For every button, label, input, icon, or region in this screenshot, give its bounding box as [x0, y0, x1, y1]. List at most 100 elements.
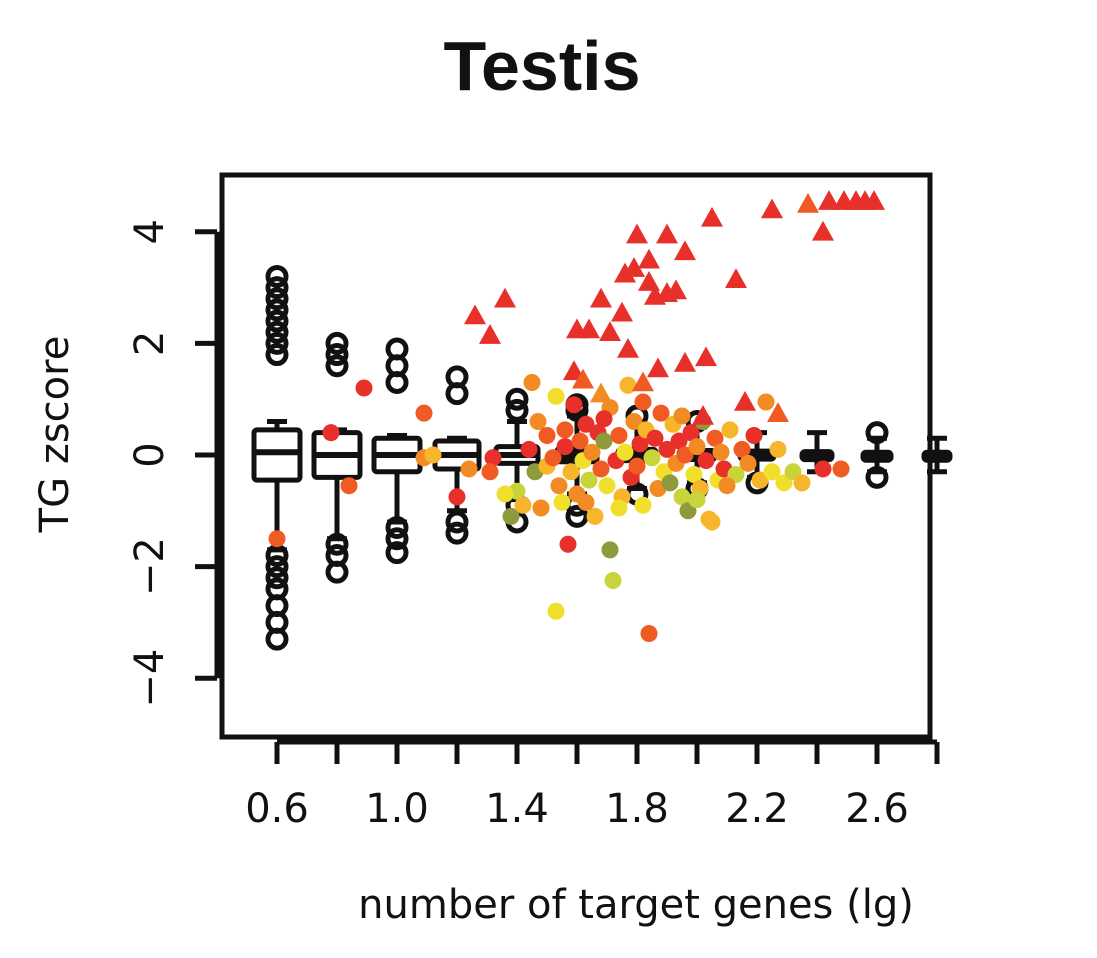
chart-title: Testis	[443, 27, 640, 105]
scatter-point	[661, 474, 679, 492]
scatter-point	[757, 393, 775, 411]
box-outlier	[505, 387, 529, 411]
scatter-point	[562, 463, 580, 481]
scatter-point	[616, 443, 634, 461]
scatter-point	[481, 463, 499, 481]
scatter-point	[580, 471, 598, 489]
triangle-point	[614, 262, 636, 283]
scatter-point	[628, 457, 646, 475]
scatter-point	[682, 424, 700, 442]
box-outlier	[265, 555, 289, 579]
scatter-point	[544, 449, 562, 467]
y-axis: −4 −2 0 2 4	[127, 219, 220, 708]
scatter-point	[595, 410, 613, 428]
triangle-point	[632, 371, 654, 392]
box-outlier	[865, 465, 889, 489]
scatter-point	[640, 625, 658, 643]
scatter-point	[634, 393, 652, 411]
scatter-points-layer	[268, 373, 850, 643]
box-outlier	[265, 309, 289, 333]
scatter-point	[556, 421, 574, 439]
triangle-point	[797, 192, 819, 213]
scatter-point	[697, 452, 715, 470]
box-outlier	[325, 354, 349, 378]
box-outlier	[265, 298, 289, 322]
box-outlier	[565, 504, 589, 528]
box-outlier	[265, 264, 289, 288]
scatter-point	[547, 387, 565, 405]
scatter-point	[721, 421, 739, 439]
scatter-point	[520, 440, 538, 458]
triangle-point	[626, 223, 648, 244]
scatter-point	[523, 373, 541, 391]
scatter-point	[529, 413, 547, 431]
scatter-point	[739, 454, 757, 472]
scatter-point	[619, 376, 637, 394]
scatter-point	[538, 426, 556, 444]
triangle-point	[611, 301, 633, 322]
scatter-point	[814, 460, 832, 478]
scatter-point	[769, 440, 787, 458]
scatter-point	[340, 477, 358, 495]
scatter-point	[268, 530, 286, 548]
scatter-point	[547, 602, 565, 620]
triangle-point	[572, 368, 594, 389]
scatter-point	[676, 446, 694, 464]
scatter-point	[673, 488, 691, 506]
scatter-point	[496, 485, 514, 503]
scatter-point	[703, 513, 721, 531]
scatter-point	[514, 496, 532, 514]
scatter-point	[565, 396, 583, 414]
triangle-point	[479, 324, 501, 344]
x-tick-label: 1.0	[365, 786, 429, 832]
box-outlier	[265, 276, 289, 300]
scatter-point	[355, 379, 373, 397]
x-tick-label: 0.6	[245, 786, 309, 832]
triangle-point	[767, 402, 789, 422]
scatter-point	[583, 443, 601, 461]
scatter-point	[718, 477, 736, 495]
scatter-point	[745, 426, 763, 444]
x-tick-label: 1.4	[485, 786, 549, 832]
triangle-point	[599, 321, 621, 342]
scatter-point	[652, 404, 670, 422]
scatter-point	[553, 493, 571, 511]
scatter-point	[598, 477, 616, 495]
triangle-point	[701, 206, 723, 227]
scatter-point	[595, 432, 613, 450]
boxplot-layer	[251, 264, 953, 651]
box-outlier	[865, 421, 889, 445]
triangle-point	[818, 190, 840, 210]
scatter-point	[586, 507, 604, 525]
scatter-point	[415, 404, 433, 422]
scatter-point	[793, 474, 811, 492]
scatter-point	[601, 541, 619, 559]
scatter-point	[706, 429, 724, 447]
box-outlier	[265, 343, 289, 367]
y-tick-label: 4	[127, 219, 173, 244]
x-tick-label: 2.2	[725, 786, 789, 832]
triangle-point	[692, 404, 714, 425]
box-outlier	[325, 532, 349, 556]
scatter-point	[685, 466, 703, 484]
triangle-point	[725, 268, 747, 289]
triangle-point	[812, 220, 834, 241]
box-outlier	[265, 331, 289, 355]
triangle-point	[590, 287, 612, 308]
box-outlier	[265, 287, 289, 311]
y-tick-label: −2	[127, 537, 173, 596]
triangle-point	[734, 390, 756, 411]
triangle-point	[665, 279, 687, 300]
scatter-point	[592, 460, 610, 478]
triangle-point	[647, 357, 669, 378]
triangle-point	[863, 190, 885, 210]
scatter-point	[577, 493, 595, 511]
triangle-point	[578, 318, 600, 339]
box-outlier	[325, 331, 349, 355]
scatter-point	[577, 415, 595, 433]
scatter-point	[631, 435, 649, 453]
scatter-point	[643, 449, 661, 467]
triangle-point	[494, 287, 516, 308]
x-tick-label: 2.6	[845, 786, 909, 832]
